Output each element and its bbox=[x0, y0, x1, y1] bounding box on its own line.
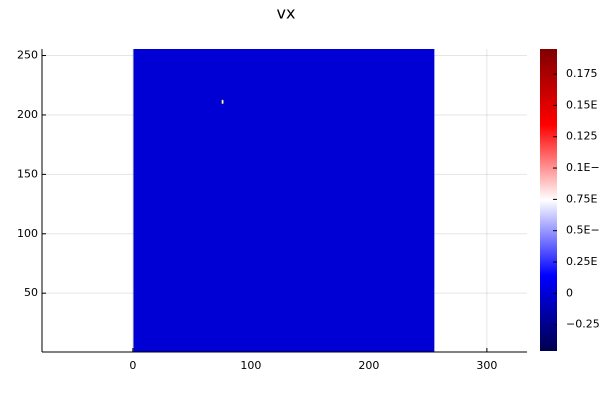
chart-title: vx bbox=[277, 4, 296, 23]
colorbar-tick-label: −0.25 bbox=[566, 318, 600, 331]
spot bbox=[221, 99, 224, 105]
y-tick-label: 100 bbox=[17, 227, 38, 240]
x-tick-label: 300 bbox=[476, 359, 497, 372]
x-tick-label: 0 bbox=[129, 359, 136, 372]
colorbar-tick-label: 0.15E bbox=[566, 98, 597, 111]
colorbar-tick-label: 0.5E− bbox=[566, 224, 600, 237]
y-tick-label: 250 bbox=[17, 49, 38, 62]
y-tick-label: 150 bbox=[17, 167, 38, 180]
colorbar-tick-label: 0 bbox=[566, 286, 573, 299]
y-tick-label: 50 bbox=[24, 286, 38, 299]
colorbar bbox=[540, 49, 557, 351]
colorbar-tick-label: 0.25E bbox=[566, 255, 597, 268]
x-tick-label: 100 bbox=[240, 359, 261, 372]
y-tick-label: 200 bbox=[17, 108, 38, 121]
colorbar-tick-label: 0.175 bbox=[566, 67, 598, 80]
heatmap-cell bbox=[133, 49, 435, 352]
colorbar-tick-label: 0.75E bbox=[566, 192, 597, 205]
colorbar-tick-label: 0.125 bbox=[566, 130, 598, 143]
x-tick-label: 200 bbox=[358, 359, 379, 372]
colorbar-tick-label: 0.1E− bbox=[566, 161, 600, 174]
